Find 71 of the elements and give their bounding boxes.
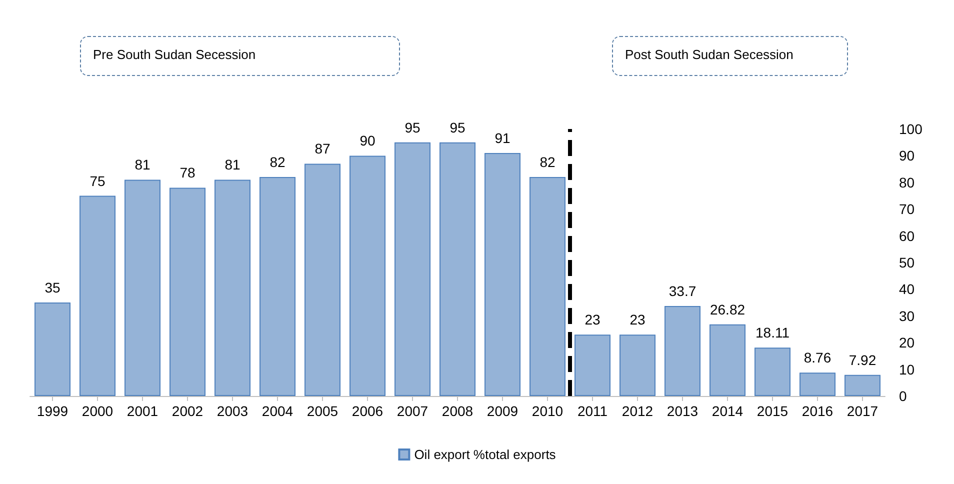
data-label: 90 [360, 132, 376, 149]
x-tick-label: 2005 [306, 403, 338, 419]
text: Pre South Sudan Secession [80, 36, 400, 76]
x-tick-label: 2008 [442, 403, 474, 419]
y-tick-label: 40 [899, 281, 915, 298]
bar [80, 196, 116, 396]
x-tick-label: 2014 [712, 403, 744, 419]
bar [440, 142, 476, 396]
bar [484, 153, 520, 396]
x-tick-label: 2010 [532, 403, 564, 419]
bar [394, 142, 430, 396]
x-tick-label: 2001 [126, 403, 158, 419]
x-tick-label: 2002 [172, 403, 204, 419]
data-label: 87 [314, 140, 330, 157]
data-label: 8.76 [804, 350, 832, 366]
data-label: 75 [90, 172, 106, 189]
data-label: 26.82 [710, 301, 746, 318]
y-tick-label: 80 [899, 174, 915, 190]
x-tick-label: 2015 [756, 403, 788, 419]
bar [124, 180, 160, 396]
y-tick-label: 90 [899, 148, 915, 164]
y-tick-label: 60 [899, 228, 915, 244]
x-tick-label: 2012 [622, 403, 654, 419]
y-tick-label: 100 [899, 121, 923, 137]
bar [710, 324, 746, 396]
y-tick-label: 70 [899, 201, 915, 218]
bar [574, 334, 610, 396]
data-label: 82 [540, 154, 556, 170]
data-label: 35 [44, 280, 60, 296]
bar [350, 156, 386, 396]
x-tick-label: 2003 [216, 403, 248, 419]
x-tick-label: 2013 [666, 403, 698, 419]
data-label: 95 [450, 119, 466, 136]
bar [800, 372, 836, 396]
text: Post South Sudan Secession [612, 36, 848, 76]
x-tick-label: 2007 [396, 403, 428, 419]
bar [214, 180, 250, 396]
data-label: 81 [224, 156, 240, 173]
x-tick-label: 2006 [352, 403, 384, 419]
data-label: 33.7 [668, 283, 696, 300]
x-tick-label: 2009 [486, 403, 518, 419]
bar [620, 334, 656, 396]
data-label: 82 [270, 154, 286, 170]
data-label: 95 [404, 119, 420, 136]
data-label: 18.11 [756, 324, 790, 341]
data-label: 81 [134, 156, 150, 173]
data-label: 78 [180, 164, 196, 181]
bar [170, 188, 206, 396]
data-label: 23 [630, 312, 646, 328]
data-label: 23 [584, 312, 600, 328]
y-tick-label: 10 [899, 361, 915, 378]
y-tick-label: 20 [899, 334, 915, 351]
y-tick-label: 50 [899, 254, 915, 270]
legend-label: Oil export %total exports [414, 447, 556, 462]
bar [260, 177, 296, 396]
x-tick-label: 2011 [577, 403, 608, 419]
bar [304, 164, 340, 396]
x-tick-label: 2016 [802, 403, 834, 419]
x-tick-label: 2004 [262, 403, 294, 419]
bar [530, 177, 566, 396]
x-tick-label: 1999 [36, 403, 68, 419]
x-tick-label: 2000 [82, 403, 114, 419]
data-label: 91 [494, 130, 510, 146]
y-tick-label: 0 [899, 388, 907, 404]
data-label: 7.92 [848, 352, 876, 368]
bar [844, 374, 880, 396]
x-tick-label: 2017 [846, 403, 878, 419]
bar [34, 302, 70, 396]
bar [664, 306, 700, 396]
bar [754, 348, 790, 396]
y-tick-label: 30 [899, 308, 915, 324]
